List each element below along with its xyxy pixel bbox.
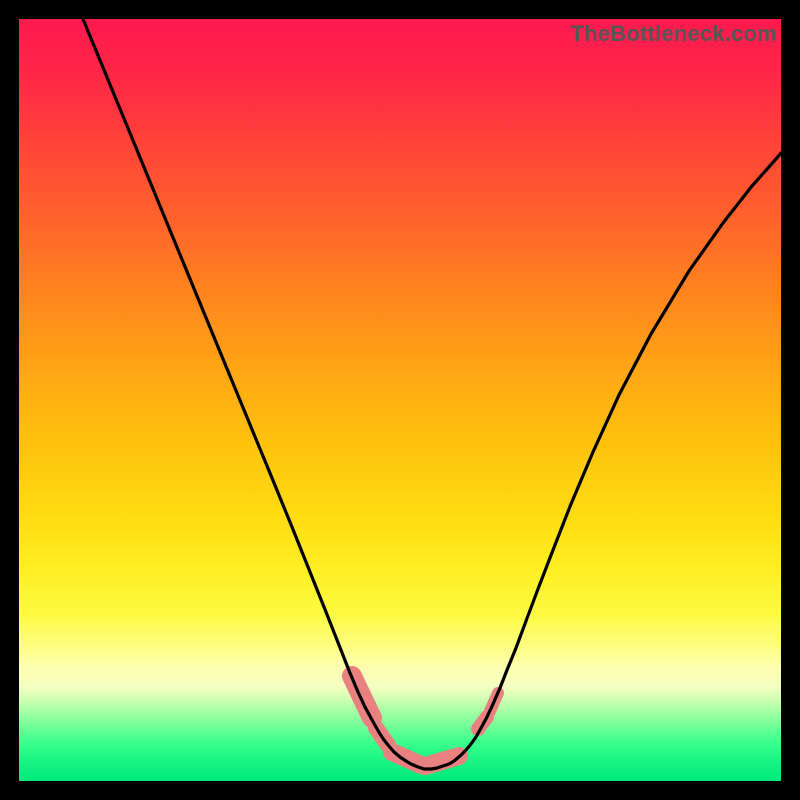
curve-layer <box>19 19 781 781</box>
marker-chain <box>342 666 504 775</box>
plot-area: TheBottleneck.com <box>19 19 781 781</box>
watermark-text: TheBottleneck.com <box>571 21 777 47</box>
bottleneck-curve <box>83 19 781 769</box>
chart-frame: TheBottleneck.com <box>0 0 800 800</box>
marker-link <box>416 747 468 775</box>
